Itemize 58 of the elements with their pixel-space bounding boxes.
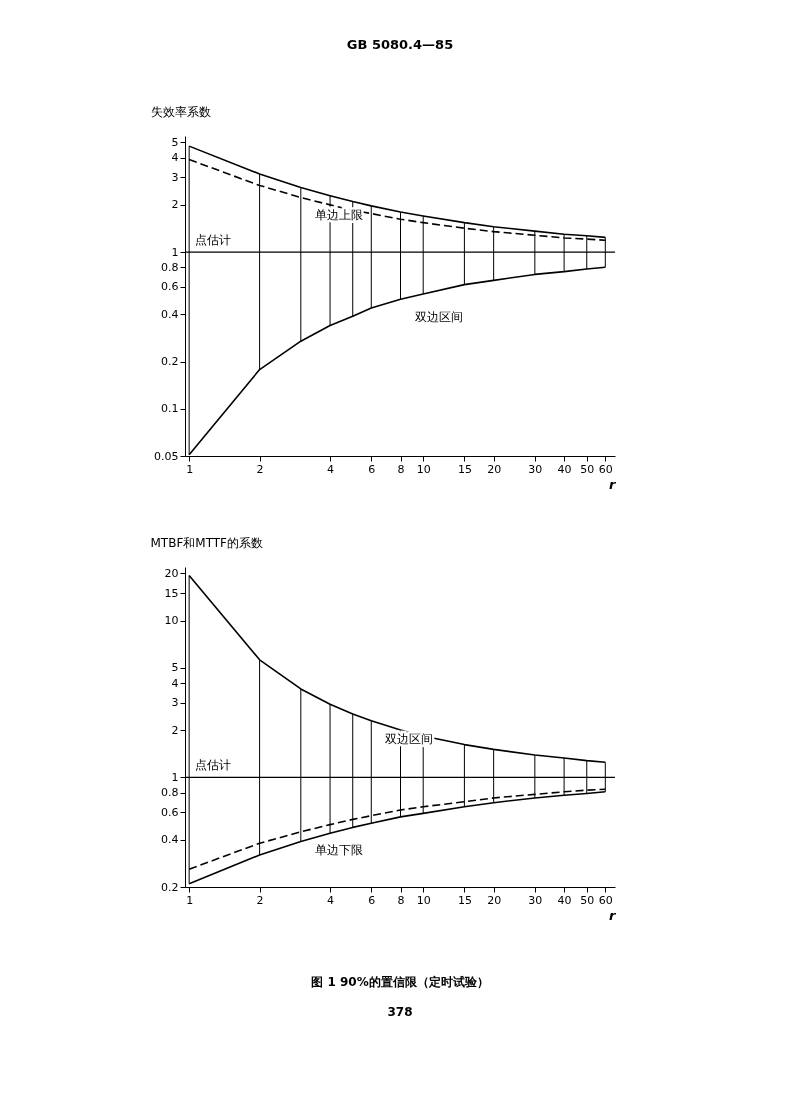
y-tick-label: 3	[171, 696, 179, 710]
x-tick-label: 20	[487, 462, 502, 476]
y-tick-label: 10	[164, 614, 179, 628]
y-axis-title: MTBF和MTTF的系数	[150, 535, 264, 550]
caption: 图 1 90%的置信限（定时试验）	[311, 975, 489, 989]
x-tick-label: 8	[397, 462, 405, 476]
y-tick-label: 1	[171, 245, 179, 259]
x-tick-label: 60	[598, 893, 613, 907]
y-tick-label: 5	[171, 135, 179, 149]
x-tick-label: 1	[186, 462, 194, 476]
x-tick-label: 10	[416, 462, 431, 476]
x-tick-label: 2	[256, 893, 264, 907]
ref-line-label: 点估计	[195, 758, 231, 773]
y-tick-label: 15	[164, 586, 179, 600]
x-axis-title: r	[609, 907, 618, 923]
x-axis-title: r	[609, 476, 618, 492]
x-tick-label: 15	[457, 893, 472, 907]
text: GB 5080.4—85	[346, 37, 454, 52]
annotation: 单边下限	[314, 842, 363, 857]
x-tick-label: 15	[457, 462, 472, 476]
y-tick-label: 4	[171, 676, 179, 690]
x-tick-label: 20	[487, 893, 502, 907]
y-tick-label: 20	[164, 566, 179, 580]
x-tick-label: 6	[368, 893, 376, 907]
x-tick-label: 4	[327, 893, 335, 907]
x-tick-label: 2	[256, 462, 264, 476]
y-tick-label: 0.2	[161, 880, 179, 894]
x-tick-label: 30	[528, 462, 543, 476]
x-tick-label: 4	[327, 462, 335, 476]
annotation: 双边区间	[414, 310, 463, 325]
y-tick-label: 1	[171, 770, 179, 784]
x-tick-label: 60	[598, 462, 613, 476]
y-tick-label: 0.6	[161, 805, 179, 819]
x-tick-label: 50	[580, 462, 595, 476]
y-tick-label: 0.2	[161, 355, 179, 369]
y-tick-label: 0.05	[154, 449, 179, 463]
y-tick-label: 0.6	[161, 280, 179, 294]
text: 378	[387, 1005, 413, 1019]
y-tick-label: 0.4	[161, 833, 179, 847]
y-tick-label: 5	[171, 661, 179, 675]
y-tick-label: 0.1	[161, 402, 179, 416]
x-tick-label: 40	[557, 893, 572, 907]
x-tick-label: 6	[368, 462, 376, 476]
x-tick-label: 1	[186, 893, 194, 907]
x-tick-label: 30	[528, 893, 543, 907]
y-tick-label: 0.8	[161, 786, 179, 800]
y-tick-label: 3	[171, 170, 179, 184]
y-tick-label: 2	[171, 198, 179, 212]
y-tick-label: 2	[171, 723, 179, 737]
ref-line-label: 点估计	[195, 233, 231, 248]
y-tick-label: 4	[171, 151, 179, 165]
y-tick-label: 0.4	[161, 307, 179, 321]
x-tick-label: 8	[397, 893, 405, 907]
y-tick-label: 0.8	[161, 260, 179, 274]
x-tick-label: 40	[557, 462, 572, 476]
y-axis-title: 失效率系数	[150, 104, 211, 119]
x-tick-label: 10	[416, 893, 431, 907]
x-tick-label: 50	[580, 893, 595, 907]
